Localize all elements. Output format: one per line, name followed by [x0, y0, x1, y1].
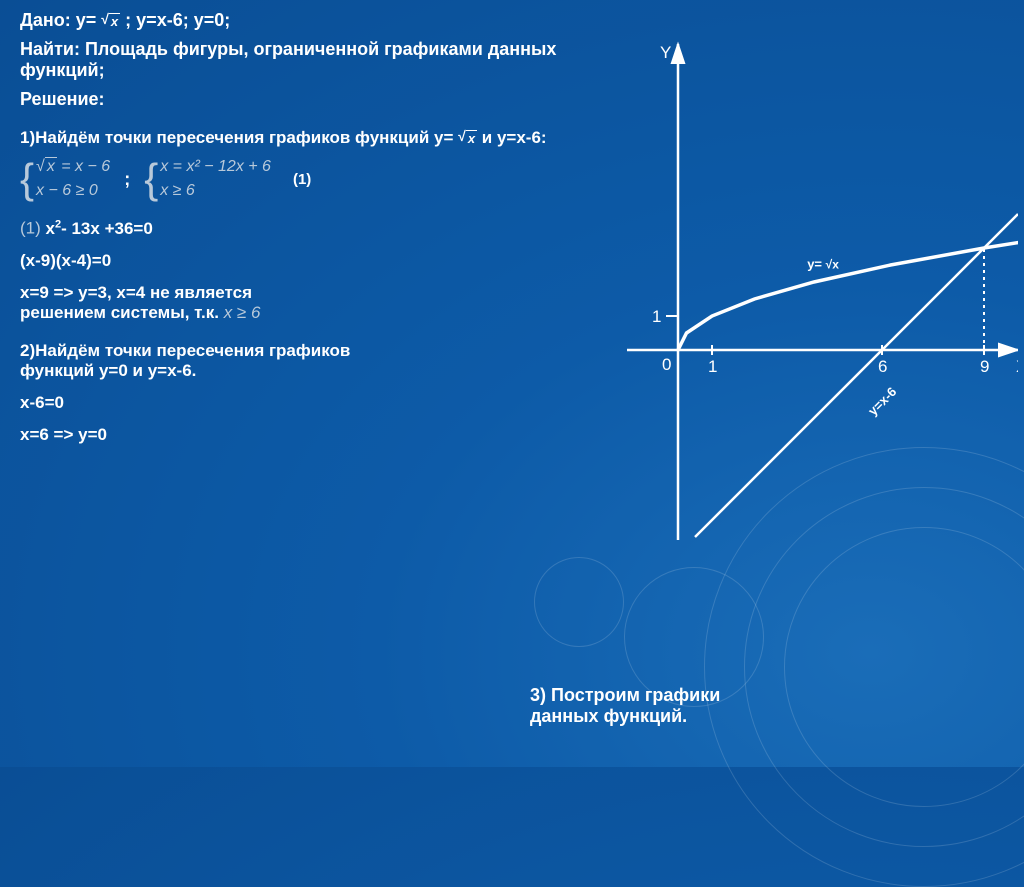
svg-text:9: 9: [980, 357, 989, 376]
given-prefix: Дано: y=: [20, 10, 101, 30]
semicolon: ;: [124, 169, 130, 190]
chart: Y X 1 6 9 1 0 y= √x y=x-6: [618, 20, 1018, 540]
sys1-eq1: √x = x − 6: [36, 158, 110, 176]
chart-svg: Y X 1 6 9 1 0 y= √x y=x-6: [618, 20, 1018, 540]
svg-text:y=x-6: y=x-6: [865, 384, 899, 418]
quad-text: x2- 13x +36=0: [46, 219, 153, 238]
brace-icon: {: [144, 158, 158, 200]
constraint: x ≥ 6: [224, 303, 261, 322]
eq-tag-1: (1): [293, 171, 311, 188]
svg-text:Y: Y: [660, 43, 671, 62]
svg-text:1: 1: [708, 357, 717, 376]
find-line: Найти: Площадь фигуры, ограниченной граф…: [20, 39, 620, 81]
svg-text:X: X: [1016, 357, 1018, 376]
system2: { x = x² − 12x + 6 x ≥ 6: [144, 158, 271, 200]
sys2-eq2: x ≥ 6: [160, 182, 271, 200]
sys2-eq1: x = x² − 12x + 6: [160, 158, 271, 176]
given-suffix: ; y=x-6; y=0;: [125, 10, 230, 30]
step1-prefix: 1)Найдём точки пересечения графиков функ…: [20, 128, 458, 147]
sqrt-arg: x: [109, 13, 120, 29]
svg-text:0: 0: [662, 355, 671, 374]
system1: { √x = x − 6 x − 6 ≥ 0: [20, 158, 110, 200]
sqrt-arg: x: [466, 130, 477, 146]
sys1-eq2: x − 6 ≥ 0: [36, 182, 110, 200]
svg-text:y= √x: y= √x: [807, 256, 839, 271]
svg-text:1: 1: [652, 307, 661, 326]
step3-block: 3) Построим графики данных функций.: [530, 685, 720, 727]
step1-suffix: и y=x-6:: [482, 128, 547, 147]
step3-line2: данных функций.: [530, 706, 720, 727]
step3-line1: 3) Построим графики: [530, 685, 720, 706]
brace-icon: {: [20, 158, 34, 200]
quad-prefix: (1): [20, 219, 46, 238]
svg-text:6: 6: [878, 357, 887, 376]
sqrt-icon: √: [458, 128, 466, 144]
sqrt-icon: √: [101, 11, 109, 27]
